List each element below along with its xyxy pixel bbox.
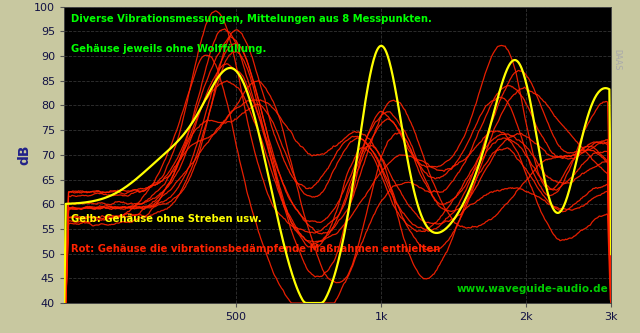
Y-axis label: dB: dB — [17, 145, 31, 165]
Text: Gelb: Gehäuse ohne Streben usw.: Gelb: Gehäuse ohne Streben usw. — [70, 214, 261, 224]
Text: www.waveguide-audio.de: www.waveguide-audio.de — [457, 284, 609, 294]
Text: Rot: Gehäuse die vibrationsbedämpfende Maßnahmen enthielten: Rot: Gehäuse die vibrationsbedämpfende M… — [70, 244, 440, 254]
Text: Diverse Vibrationsmessungen, Mittelungen aus 8 Messpunkten.: Diverse Vibrationsmessungen, Mittelungen… — [70, 14, 431, 24]
Text: Gehäuse jeweils ohne Wolffüllung.: Gehäuse jeweils ohne Wolffüllung. — [70, 44, 266, 54]
Text: DAAS: DAAS — [612, 49, 621, 71]
